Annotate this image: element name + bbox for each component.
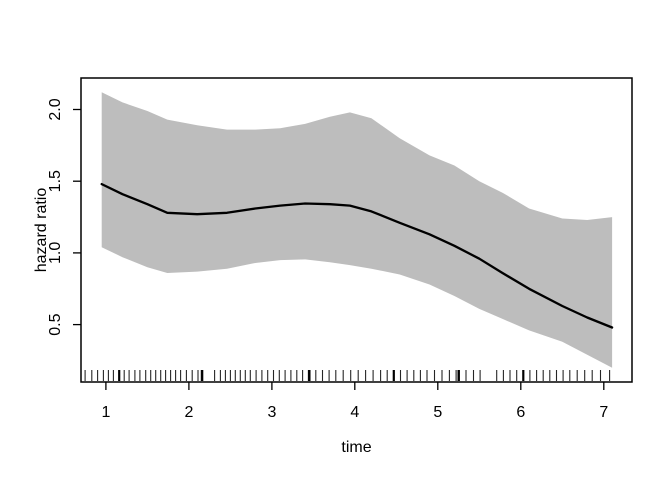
x-tick-label: 5	[433, 404, 442, 421]
x-tick-label: 3	[267, 404, 276, 421]
x-axis-title: time	[341, 439, 371, 456]
fit-line	[100, 182, 614, 329]
y-tick-label: 2.0	[47, 98, 64, 120]
y-tick-label: 1.5	[47, 170, 64, 192]
x-tick-label: 1	[101, 404, 110, 421]
y-tick-label: 1.0	[47, 242, 64, 264]
x-tick-label: 2	[184, 404, 193, 421]
plot-box	[80, 77, 633, 383]
x-tick-label: 7	[599, 404, 608, 421]
y-axis: 0.5 1.0 1.5 2.0	[47, 98, 81, 336]
x-tick-label: 4	[350, 404, 359, 421]
confidence-band	[101, 92, 613, 368]
x-axis: 1 2 3 4 5 6 7	[101, 382, 608, 421]
y-axis-title: hazard ratio	[33, 188, 50, 273]
rug-marks	[84, 370, 611, 381]
y-tick-label: 0.5	[47, 313, 64, 335]
x-tick-label: 6	[516, 404, 525, 421]
